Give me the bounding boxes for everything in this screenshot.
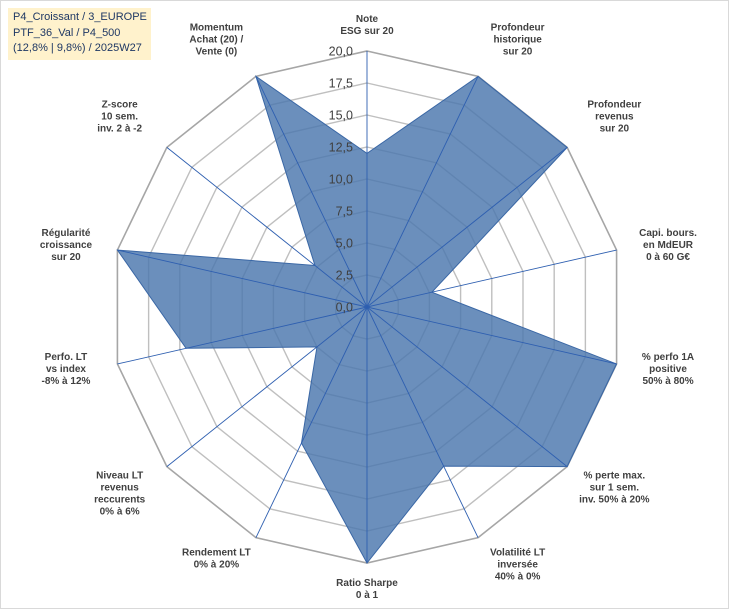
axis-label-line: Rendement LT <box>182 547 251 558</box>
axis-label-line: -8% à 12% <box>42 376 91 387</box>
axis-label-line: Z-score <box>102 100 139 111</box>
axis-label-line: Capi. bours. <box>639 228 697 239</box>
axis-spoke <box>166 147 368 308</box>
axis-label-line: Profondeur <box>587 100 641 111</box>
axis-spoke <box>366 306 568 467</box>
radar-spokes <box>117 51 617 563</box>
info-line-1: P4_Croissant / 3_EUROPE <box>13 11 147 23</box>
tick-label: 2,5 <box>336 269 353 283</box>
axis-label-line: Vente (0) <box>196 47 238 58</box>
axis-label-line: 0 à 60 G€ <box>646 252 690 263</box>
tick-label: 7,5 <box>336 205 353 219</box>
axis-spoke <box>117 306 368 365</box>
axis-spoke <box>366 147 568 308</box>
axis-label: % perte max.sur 1 sem.inv. 50% à 20% <box>579 470 650 505</box>
portfolio-info-box: P4_Croissant / 3_EUROPE PTF_36_Val / P4_… <box>8 8 151 60</box>
tick-label: 15,0 <box>329 109 353 123</box>
tick-label: 12,5 <box>329 141 353 155</box>
axis-label-line: ESG sur 20 <box>340 26 394 37</box>
axis-spoke <box>366 306 479 538</box>
axis-label-line: sur 20 <box>503 47 533 58</box>
axis-label-line: reccurents <box>94 494 146 505</box>
axis-label-line: 0% à 20% <box>194 559 240 570</box>
axis-label-line: 10 sem. <box>101 112 138 123</box>
axis-label-line: en MdEUR <box>643 240 694 251</box>
axis-label-line: 0% à 6% <box>100 506 140 517</box>
axis-label-line: inv. 2 à -2 <box>97 124 142 135</box>
axis-label-line: Note <box>356 14 379 25</box>
tick-label: 17,5 <box>329 77 353 91</box>
axis-spoke <box>255 306 368 538</box>
tick-label: 5,0 <box>336 237 353 251</box>
axis-label-line: % perfo 1A <box>642 352 694 363</box>
tick-label: 20,0 <box>329 45 353 59</box>
axis-spoke <box>366 76 479 308</box>
axis-label-line: revenus <box>100 482 139 493</box>
axis-label-line: sur 20 <box>51 252 81 263</box>
axis-label: Rendement LT0% à 20% <box>182 547 251 570</box>
info-line-3: (12,8% | 9,8%) / 2025W27 <box>13 42 142 54</box>
axis-spoke <box>117 249 368 308</box>
axis-label-line: Volatilité LT <box>490 547 545 558</box>
axis-label-line: sur 1 sem. <box>590 482 640 493</box>
axis-label-line: Niveau LT <box>96 470 143 481</box>
axis-label-line: inv. 50% à 20% <box>579 494 650 505</box>
axis-label-line: % perte max. <box>583 470 645 481</box>
info-line-2: PTF_36_Val / P4_500 <box>13 26 121 39</box>
axis-label-line: Perfo. LT <box>45 352 88 363</box>
axis-label-line: sur 20 <box>600 124 630 135</box>
axis-label-line: Régularité <box>42 228 91 239</box>
axis-label-line: Profondeur <box>491 23 545 34</box>
axis-label-line: inversée <box>497 559 538 570</box>
axis-label-line: 50% à 80% <box>642 376 693 387</box>
axis-spoke <box>366 249 617 308</box>
axis-spoke <box>255 76 368 308</box>
axis-label-line: Momentum <box>190 23 243 34</box>
tick-label: 0,0 <box>336 301 353 315</box>
tick-label: 10,0 <box>329 173 353 187</box>
axis-spoke <box>166 306 368 467</box>
radar-tick-labels: 0,0 2,5 5,0 7,5 10,0 12,5 15,0 17,5 20,0 <box>329 45 353 315</box>
axis-label-line: revenus <box>595 112 634 123</box>
axis-label-line: croissance <box>40 240 93 251</box>
axis-label-line: vs index <box>46 364 86 375</box>
axis-label-line: historique <box>493 35 542 46</box>
axis-label-line: 0 à 1 <box>356 590 379 601</box>
axis-label-line: Achat (20) / <box>189 35 243 46</box>
axis-label-line: Ratio Sharpe <box>336 578 398 589</box>
axis-label-line: positive <box>649 364 687 375</box>
axis-spoke <box>366 306 617 365</box>
axis-label-line: 40% à 0% <box>495 571 541 582</box>
